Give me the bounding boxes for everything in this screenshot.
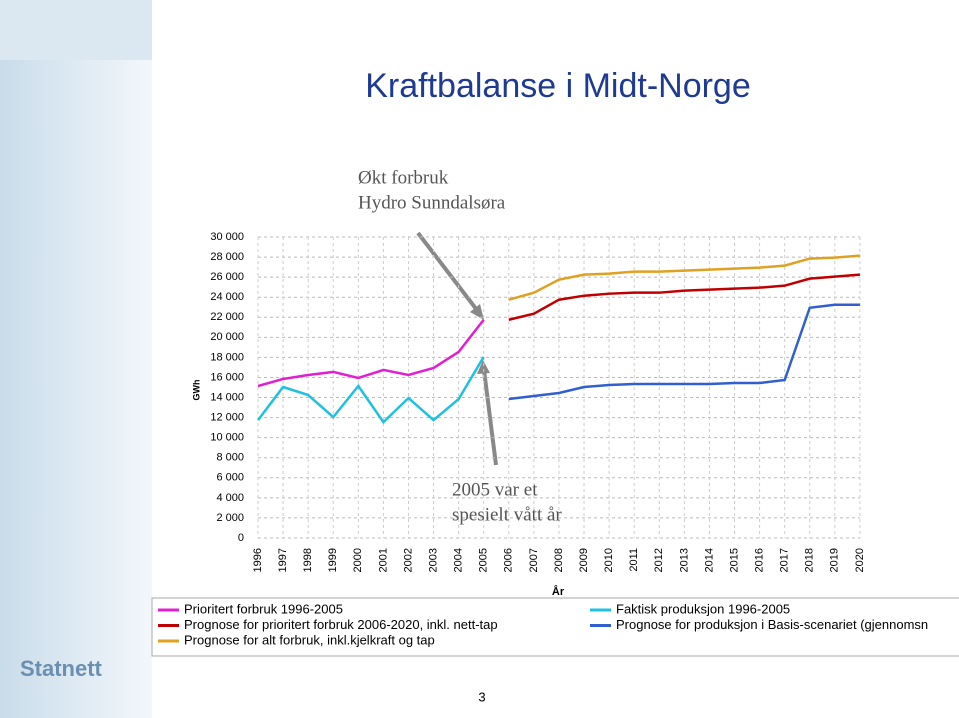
y-tick-label: 8 000 bbox=[216, 452, 244, 464]
x-tick-label: 2017 bbox=[779, 548, 791, 572]
x-tick-label: 2013 bbox=[678, 548, 690, 572]
x-tick-label: 1997 bbox=[277, 548, 289, 572]
logo-area bbox=[0, 0, 152, 60]
legend-label: Prognose for produksjon i Basis-scenarie… bbox=[616, 617, 928, 632]
x-tick-label: 1998 bbox=[302, 548, 314, 572]
x-tick-label: 2001 bbox=[377, 548, 389, 572]
y-tick-label: 0 bbox=[238, 532, 244, 544]
x-tick-label: 2020 bbox=[854, 548, 866, 572]
y-tick-label: 6 000 bbox=[216, 472, 244, 484]
legend-box bbox=[151, 597, 959, 657]
series-line bbox=[257, 356, 485, 425]
x-tick-label: 2005 bbox=[478, 548, 490, 572]
x-axis-label: År bbox=[552, 585, 565, 598]
x-tick-label: 2003 bbox=[427, 548, 439, 572]
series-line bbox=[508, 254, 861, 301]
y-tick-label: 2 000 bbox=[216, 512, 244, 524]
x-tick-label: 2009 bbox=[578, 548, 590, 572]
y-tick-label: 18 000 bbox=[210, 351, 244, 363]
arrow bbox=[482, 369, 498, 466]
y-axis-label: GWh bbox=[191, 380, 201, 401]
x-tick-label: 1999 bbox=[327, 548, 339, 572]
series-line bbox=[508, 303, 860, 401]
x-tick-label: 1996 bbox=[252, 548, 264, 572]
x-tick-label: 2010 bbox=[603, 548, 615, 572]
y-tick-label: 14 000 bbox=[210, 391, 244, 403]
x-tick-label: 2002 bbox=[402, 548, 414, 572]
y-tick-label: 24 000 bbox=[210, 291, 244, 303]
x-tick-label: 2014 bbox=[703, 548, 715, 572]
x-tick-label: 2004 bbox=[453, 548, 465, 572]
arrow-head bbox=[470, 304, 484, 320]
x-tick-label: 2006 bbox=[503, 548, 515, 572]
x-tick-label: 2011 bbox=[628, 548, 640, 572]
y-tick-label: 30 000 bbox=[210, 231, 244, 243]
arrow-head bbox=[477, 360, 490, 374]
x-tick-label: 2016 bbox=[754, 548, 766, 572]
y-tick-label: 22 000 bbox=[210, 311, 244, 323]
legend-label: Faktisk produksjon 1996-2005 bbox=[616, 601, 790, 616]
legend-label: Prioritert forbruk 1996-2005 bbox=[184, 601, 343, 616]
annotation: Økt forbruk bbox=[358, 167, 449, 188]
legend-label: Prognose for alt forbruk, inkl.kjelkraft… bbox=[184, 632, 435, 647]
x-tick-label: 2019 bbox=[829, 548, 841, 572]
x-tick-label: 2007 bbox=[528, 548, 540, 572]
y-tick-label: 12 000 bbox=[210, 412, 244, 424]
series-line bbox=[257, 319, 485, 388]
y-tick-label: 20 000 bbox=[210, 331, 244, 343]
logo: Statnett bbox=[20, 656, 103, 681]
y-tick-label: 10 000 bbox=[210, 432, 244, 444]
y-tick-label: 28 000 bbox=[210, 251, 244, 263]
legend-label: Prognose for prioritert forbruk 2006-202… bbox=[184, 617, 498, 632]
x-tick-label: 2015 bbox=[728, 548, 740, 572]
page-number: 3 bbox=[478, 689, 485, 704]
x-tick-label: 2000 bbox=[352, 548, 364, 572]
y-tick-label: 4 000 bbox=[216, 492, 244, 504]
annotation: Hydro Sunndalsøra bbox=[358, 192, 506, 213]
annotation: spesielt vått år bbox=[452, 504, 562, 525]
annotation: 2005 var et bbox=[452, 479, 538, 500]
arrow bbox=[416, 231, 482, 316]
x-tick-label: 2018 bbox=[804, 548, 816, 572]
x-tick-label: 2012 bbox=[653, 548, 665, 572]
series-line bbox=[508, 273, 861, 321]
x-tick-label: 2008 bbox=[553, 548, 565, 572]
side-strip bbox=[0, 0, 152, 718]
slide-title: Kraftbalanse i Midt-Norge bbox=[365, 67, 751, 105]
y-tick-label: 26 000 bbox=[210, 271, 244, 283]
y-tick-label: 16 000 bbox=[210, 371, 244, 383]
